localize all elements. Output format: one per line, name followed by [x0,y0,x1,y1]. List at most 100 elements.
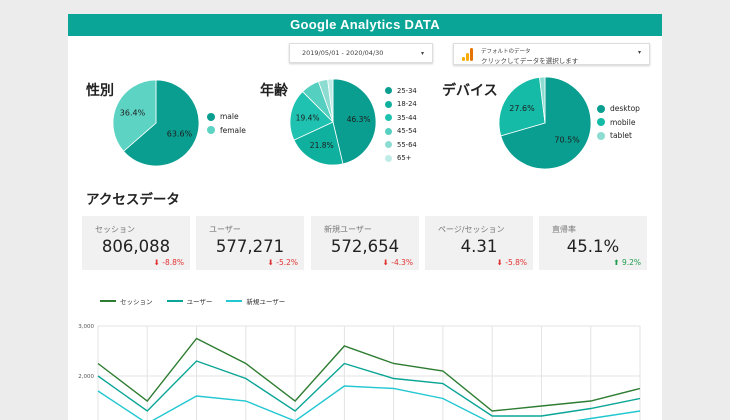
line-legend-item-2[interactable]: 新規ユーザー [226,296,285,306]
legend-swatch [100,300,116,302]
series-line-1[interactable] [97,360,641,417]
kpi-card: ページ/セッション 4.31 ⬇ -5.8% [425,216,533,270]
device-legend-item-1[interactable]: mobile [597,116,640,130]
legend-swatch [207,112,215,121]
gender-slice-0[interactable] [123,79,200,167]
age-legend-item-2[interactable]: 35-44 [385,111,417,125]
kpi-delta-value: 9.2% [621,258,641,267]
age-pie-chart: 46.3% 21.8% 19.4% [289,78,377,166]
device-slice-1[interactable] [498,76,546,137]
age-slice-1[interactable] [293,121,344,166]
kpi-label: 新規ユーザー [324,225,372,234]
age-legend-item-3[interactable]: 45-54 [385,125,417,139]
kpi-delta: ⬇ -5.2% [268,258,298,267]
arrow-down-icon: ⬇ [382,258,389,267]
kpi-delta: ⬇ -4.3% [383,258,413,267]
kpi-delta-value: -5.8% [505,258,527,267]
arrow-down-icon: ⬇ [267,258,274,267]
age-legend-item-4[interactable]: 55-64 [385,138,417,152]
legend-swatch [207,126,215,135]
kpi-value: 577,271 [215,237,285,256]
legend-label: female [220,125,246,135]
kpi-value: 4.31 [460,237,498,256]
arrow-down-icon: ⬇ [153,258,160,267]
analytics-icon [462,48,474,61]
device-pie-chart: 70.5% 27.6% [498,76,592,170]
gender-pie-chart: 63.6% 36.4% [112,79,200,167]
legend-swatch [226,300,243,302]
device-legend-item-0[interactable]: desktop [597,102,640,116]
legend-label: mobile [610,117,636,127]
device-slice-0[interactable] [500,76,592,170]
age-slice-label-0: 46.3% [347,115,371,124]
legend-swatch [166,300,183,302]
series-line-2[interactable] [97,385,641,420]
kpi-card: ユーザー 577,271 ⬇ -5.2% [196,216,304,270]
data-source-selector[interactable]: デフォルトのデータ クリックしてデータを選択します ▾ [453,43,650,65]
line-legend-item-0[interactable]: セッション [100,296,153,306]
date-range-value: 2019/05/01 - 2020/04/30 [302,49,384,57]
legend-label: 35-44 [397,113,417,122]
report-title-banner: Google Analytics DATA [68,14,662,36]
legend-label: 55-64 [397,140,417,149]
gender-legend-item-1[interactable]: female [207,124,246,138]
age-legend-item-1[interactable]: 18-24 [385,98,417,112]
age-slice-label-1: 21.8% [310,141,334,150]
kpi-label: 直帰率 [552,225,576,234]
age-legend-item-5[interactable]: 65+ [385,152,417,166]
gender-legend-item-0[interactable]: male [207,110,246,124]
kpi-delta: ⬇ -8.8% [154,258,184,267]
arrow-down-icon: ⬇ [496,258,503,267]
date-range-selector[interactable]: 2019/05/01 - 2020/04/30 ▾ [289,43,433,63]
age-slice-0[interactable] [332,78,377,165]
legend-swatch [385,127,392,135]
access-data-title: アクセスデータ [86,192,180,208]
legend-label: セッション [120,298,153,306]
age-slice-label-2: 19.4% [296,113,320,122]
legend-swatch [597,104,605,113]
age-legend-item-0[interactable]: 25-34 [385,84,417,98]
legend-label: male [220,112,239,122]
legend-label: ユーザー [186,298,213,306]
legend-label: 65+ [397,154,412,163]
legend-swatch [385,100,392,108]
kpi-value: 806,088 [101,237,171,256]
gender-section-title: 性別 [86,83,114,99]
legend-swatch [385,154,392,162]
gender-slice-1[interactable] [112,79,157,152]
kpi-label: ユーザー [209,225,241,234]
kpi-value: 572,654 [330,237,400,256]
legend-label: desktop [610,104,640,114]
data-source-hint: クリックしてデータを選択します [481,57,579,65]
kpi-delta-value: -8.8% [162,258,184,267]
device-section-title: デバイス [442,83,498,99]
line-legend-item-1[interactable]: ユーザー [166,296,213,306]
arrow-up-icon: ⬆ [613,258,620,267]
age-legend: 25-34 18-24 35-44 45-54 55-64 65+ [385,84,417,165]
device-slice-2[interactable] [539,76,546,124]
kpi-delta-value: -5.2% [276,258,298,267]
chevron-down-icon: ▾ [420,50,424,57]
series-line-0[interactable] [97,337,641,412]
age-section-title: 年齢 [260,83,288,99]
kpi-label: セッション [95,225,135,234]
line-chart-legend: セッション ユーザー 新規ユーザー [100,296,299,306]
kpi-value: 45.1% [566,237,620,256]
legend-swatch [597,118,605,127]
y-tick-label: 2,000 [78,374,94,380]
legend-swatch [385,87,392,95]
kpi-delta: ⬆ 9.2% [613,258,641,267]
age-slice-2[interactable] [289,91,334,141]
legend-swatch [385,114,392,122]
gender-legend: male female [207,110,246,137]
device-legend: desktop mobile tablet [597,102,640,143]
gender-slice-label-1: 36.4% [120,108,146,117]
kpi-card: 新規ユーザー 572,654 ⬇ -4.3% [311,216,419,270]
report-page: Google Analytics DATA 2019/05/01 - 2020/… [68,14,662,420]
legend-swatch [385,141,392,149]
legend-label: 25-34 [397,86,417,95]
age-slice-5[interactable] [327,78,334,123]
device-legend-item-2[interactable]: tablet [597,129,640,143]
legend-label: tablet [610,131,632,141]
